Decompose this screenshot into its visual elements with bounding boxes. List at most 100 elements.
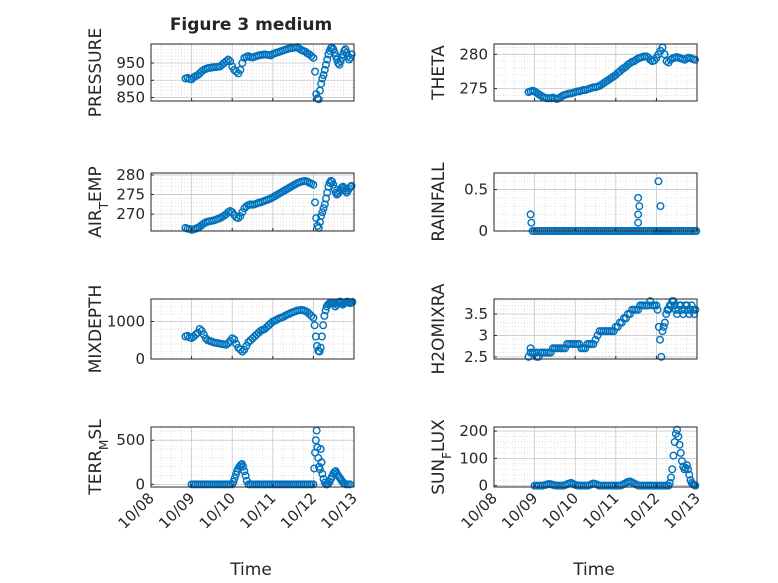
data-point (309, 313, 318, 322)
data-point (238, 347, 247, 356)
data-point (664, 305, 673, 314)
data-point (323, 55, 332, 64)
x-tick-label: 10/09 (155, 489, 198, 532)
data-point (236, 65, 245, 74)
x-tick-label: 10/08 (115, 489, 158, 532)
x-tick-label: 10/09 (498, 489, 541, 532)
data-point (313, 94, 322, 103)
y-tick-label: 1000 (107, 313, 145, 331)
data-point (307, 311, 316, 320)
data-point (669, 297, 678, 306)
data-point (314, 95, 323, 104)
data-point (526, 344, 535, 353)
data-point (621, 314, 630, 323)
x-tick-label: 10/12 (277, 489, 320, 532)
data-point (347, 181, 356, 190)
data-point (310, 321, 319, 330)
data-point (317, 79, 326, 88)
data-point (320, 311, 329, 320)
subplot-sun-flux: 0 100 200 SUNFLUX10/0810/0910/1010/1110/121… (429, 419, 704, 533)
y-tick-label: 0 (135, 350, 145, 368)
data-markers (181, 43, 356, 104)
data-markers (524, 43, 699, 103)
data-point (191, 330, 200, 339)
data-point (652, 301, 661, 310)
y-axis-label: MIXDEPTH (86, 285, 106, 374)
y-tick-label: 275 (459, 80, 488, 98)
subplot-h2omixra: 2.5 3 3.5 H2OMIXRA (429, 283, 700, 375)
data-point (311, 198, 320, 207)
data-point (634, 218, 643, 227)
data-point (309, 53, 318, 62)
data-point (690, 55, 699, 64)
data-point (321, 60, 330, 69)
data-point (675, 440, 684, 449)
data-point (634, 305, 643, 314)
data-point (309, 480, 318, 489)
x-tick-label: 10/10 (539, 489, 582, 532)
data-point (347, 50, 356, 59)
data-point (345, 480, 354, 489)
data-point (318, 208, 327, 217)
y-axis-label: PRESSURE (86, 28, 106, 117)
data-point (318, 469, 327, 478)
y-tick-label: 0 (135, 475, 145, 493)
data-point (662, 310, 671, 319)
y-tick-label: 500 (116, 431, 145, 449)
data-point (617, 318, 626, 327)
x-axis-label-left: Time (229, 560, 272, 580)
y-tick-label: 3.5 (464, 305, 488, 323)
data-point (526, 210, 535, 219)
x-tick-label: 10/13 (661, 489, 704, 532)
y-axis-label: AIRTEMP (86, 166, 111, 237)
data-point (538, 348, 547, 357)
data-point (609, 327, 618, 336)
data-point (329, 45, 338, 54)
data-point (195, 325, 204, 334)
data-markers (524, 297, 700, 361)
data-point (319, 71, 328, 80)
data-markers (526, 177, 701, 235)
data-point (236, 212, 245, 221)
data-point (656, 335, 665, 344)
y-tick-label: 0 (478, 477, 488, 495)
data-point (680, 465, 689, 474)
data-point (654, 177, 663, 186)
data-point (660, 50, 669, 59)
y-tick-label: 275 (116, 186, 145, 204)
y-tick-label: 100 (459, 449, 488, 467)
data-point (634, 193, 643, 202)
y-tick-label: 2.5 (464, 348, 488, 366)
x-axis-label-right: Time (572, 560, 615, 580)
data-point (341, 45, 350, 54)
data-point (657, 352, 666, 361)
data-point (685, 470, 694, 479)
y-tick-label: 850 (116, 89, 145, 107)
data-point (310, 464, 319, 473)
data-point (658, 327, 667, 336)
axes-box (493, 426, 698, 488)
data-point (315, 465, 324, 474)
data-point (626, 310, 635, 319)
data-point (239, 462, 248, 471)
data-point (230, 474, 239, 483)
data-point (667, 473, 676, 482)
axes-box (493, 43, 698, 102)
data-point (311, 67, 320, 76)
y-tick-label: 280 (116, 166, 145, 184)
axes-box (493, 298, 698, 360)
data-point (674, 432, 683, 441)
data-point (317, 212, 326, 221)
axes-box (493, 172, 698, 232)
data-point (575, 340, 584, 349)
data-point (317, 332, 326, 341)
data-point (224, 339, 233, 348)
data-point (311, 436, 320, 445)
data-point (634, 210, 643, 219)
y-axis-label: THETA (429, 45, 449, 101)
data-point (342, 48, 351, 57)
data-point (659, 322, 668, 331)
